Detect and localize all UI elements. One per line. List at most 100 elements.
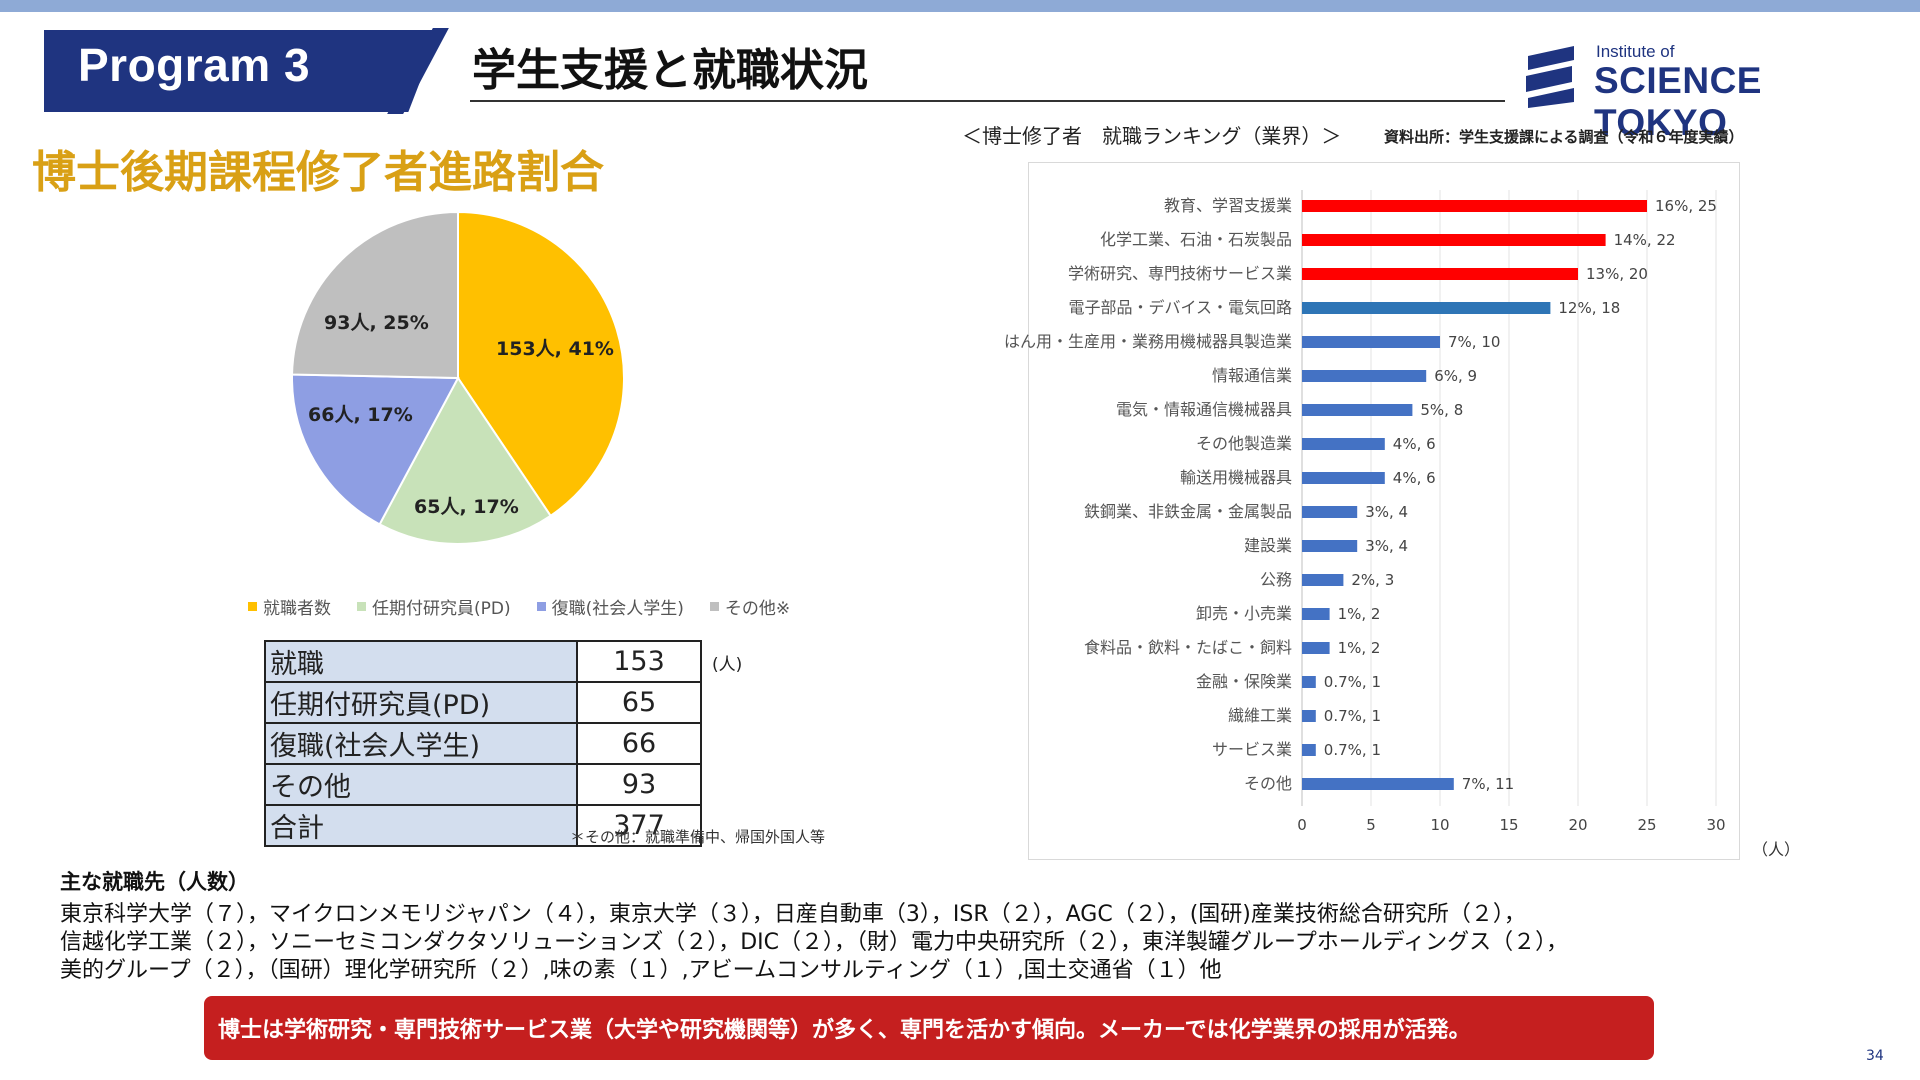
x-tick-label: 30 <box>1706 816 1725 834</box>
data-label: 5%, 8 <box>1420 401 1463 419</box>
bar <box>1302 506 1358 518</box>
category-label: その他製造業 <box>1196 434 1292 453</box>
legend-swatch <box>248 602 257 611</box>
legend-swatch <box>536 602 546 611</box>
pie-slice-pd <box>378 376 552 545</box>
pie-label-pd: 65人, 17% <box>414 496 519 518</box>
bar <box>1302 574 1344 586</box>
category-label: 鉄鋼業、非鉄金属・金属製品 <box>1084 502 1292 521</box>
science-tokyo-logo-icon <box>1526 46 1574 108</box>
table-cell-value: 153 <box>576 640 702 683</box>
program-badge <box>44 30 440 112</box>
data-label: 0.7%, 1 <box>1324 673 1381 691</box>
table-footnote: ＊その他：就職準備中、帰国外国人等 <box>570 828 826 846</box>
legend-label: 復職(社会人学生) <box>551 599 684 619</box>
category-label: 情報通信業 <box>1212 366 1292 385</box>
pie-legend: 就職者数 任期付研究員(PD) 復職(社会人学生) その他※ <box>248 594 908 619</box>
category-label: 食料品・飲料・たばこ・飼料 <box>1084 638 1292 657</box>
data-label: 13%, 20 <box>1586 265 1648 283</box>
category-label: 公務 <box>1260 570 1292 589</box>
category-label: 教育、学習支援業 <box>1164 196 1292 215</box>
data-label: 16%, 25 <box>1655 197 1717 215</box>
table-unit-label: (人) <box>712 655 743 675</box>
category-label: サービス業 <box>1212 740 1292 759</box>
logo-text-main: SCIENCE TOKYO <box>1594 60 1762 143</box>
top-accent-strip <box>0 0 1920 12</box>
bar <box>1302 778 1454 790</box>
logo-text-small: Institute of <box>1596 42 1675 61</box>
data-label: 14%, 22 <box>1614 231 1676 249</box>
table-row: 就職 153 <box>264 640 702 683</box>
table-row: 復職(社会人学生) 66 <box>264 722 702 765</box>
table-cell-label: その他 <box>264 763 578 806</box>
legend-label: その他※ <box>724 599 791 619</box>
bar <box>1302 676 1316 688</box>
pie-chart-svg <box>291 210 625 545</box>
legend-item: 任期付研究員(PD) <box>357 594 511 619</box>
x-tick-label: 20 <box>1568 816 1587 834</box>
x-tick-label: 0 <box>1297 816 1307 834</box>
legend-label: 就職者数 <box>263 599 331 619</box>
category-label: 建設業 <box>1244 536 1292 555</box>
category-label: 電気・情報通信機械器具 <box>1116 400 1292 419</box>
bar <box>1302 710 1316 722</box>
x-tick-label: 15 <box>1499 816 1518 834</box>
x-tick-label: 10 <box>1430 816 1449 834</box>
summary-banner: 博士は学術研究・専門技術サービス業（大学や研究機関等）が多く、専門を活かす傾向。… <box>204 996 1654 1060</box>
table-cell-value: 66 <box>576 722 702 765</box>
data-label: 2%, 3 <box>1351 571 1394 589</box>
legend-item: 復職(社会人学生) <box>536 594 684 619</box>
category-label: 化学工業、石油・石炭製品 <box>1100 230 1292 249</box>
bar <box>1302 200 1647 212</box>
table-row: 合計 377 <box>264 804 702 847</box>
bar <box>1302 438 1385 450</box>
ranking-heading: ＜博士修了者 就職ランキング（業界）＞ <box>962 124 1342 148</box>
category-label: はん用・生産用・業務用機械器具製造業 <box>1004 332 1292 351</box>
bar <box>1302 744 1316 756</box>
page-number: 34 <box>1866 1048 1884 1064</box>
bar <box>1302 268 1578 280</box>
program-label: Program 3 <box>78 39 311 91</box>
institution-logo: Institute of SCIENCE TOKYO <box>1522 38 1892 143</box>
pie-label-employed: 153人, 41% <box>496 338 614 360</box>
career-stats-table: 就職 153 任期付研究員(PD) 65 復職(社会人学生) 66 その他 93… <box>264 640 702 847</box>
bar <box>1302 234 1606 246</box>
table-cell-label: 任期付研究員(PD) <box>264 681 578 724</box>
x-axis-unit: （人） <box>1752 840 1801 859</box>
data-label: 7%, 10 <box>1448 333 1500 351</box>
legend-item: 就職者数 <box>248 594 331 619</box>
bar <box>1302 472 1385 484</box>
category-label: 繊維工業 <box>1228 706 1292 725</box>
bar <box>1302 336 1440 348</box>
employers-line: 東京科学大学（７），マイクロンメモリジャパン（４），東京大学（３），日産自動車（… <box>60 902 1526 927</box>
category-label: 電子部品・デバイス・電気回路 <box>1068 298 1292 317</box>
data-label: 7%, 11 <box>1462 775 1514 793</box>
bar <box>1302 540 1358 552</box>
employers-heading: 主な就職先（人数） <box>60 870 249 894</box>
table-cell-value: 65 <box>576 681 702 724</box>
data-label: 1%, 2 <box>1338 605 1381 623</box>
data-label: 4%, 6 <box>1393 435 1436 453</box>
employers-line: 信越化学工業（２），ソニーセミコンダクタソリューションズ（２），DIC（２），（… <box>60 930 1569 955</box>
data-label: 3%, 4 <box>1365 503 1408 521</box>
category-label: その他 <box>1244 774 1292 793</box>
bar <box>1302 302 1551 314</box>
data-label: 6%, 9 <box>1434 367 1477 385</box>
pie-chart: 153人, 41% 65人, 17% 66人, 17% 93人, 25% <box>250 200 670 580</box>
pie-label-returning: 66人, 17% <box>308 404 413 426</box>
pie-slice-employed <box>457 210 625 518</box>
data-label: 12%, 18 <box>1558 299 1620 317</box>
pie-label-other: 93人, 25% <box>324 312 429 334</box>
table-row: 任期付研究員(PD) 65 <box>264 681 702 724</box>
category-label: 輸送用機械器具 <box>1180 468 1292 487</box>
industry-ranking-bar-chart: 0 5 10 15 20 25 30 教育、学習支援業 16%, 25 化学工業、石油・石炭製品 1… <box>1004 190 1726 834</box>
bar <box>1302 608 1330 620</box>
table-cell-value: 377 <box>576 804 702 847</box>
x-tick-label: 5 <box>1366 816 1376 834</box>
data-label: 4%, 6 <box>1393 469 1436 487</box>
pie-slice-returning <box>291 373 460 526</box>
legend-swatch <box>709 602 719 611</box>
legend-label: 任期付研究員(PD) <box>372 599 511 619</box>
data-label: 0.7%, 1 <box>1324 707 1381 725</box>
data-label: 3%, 4 <box>1365 537 1408 555</box>
